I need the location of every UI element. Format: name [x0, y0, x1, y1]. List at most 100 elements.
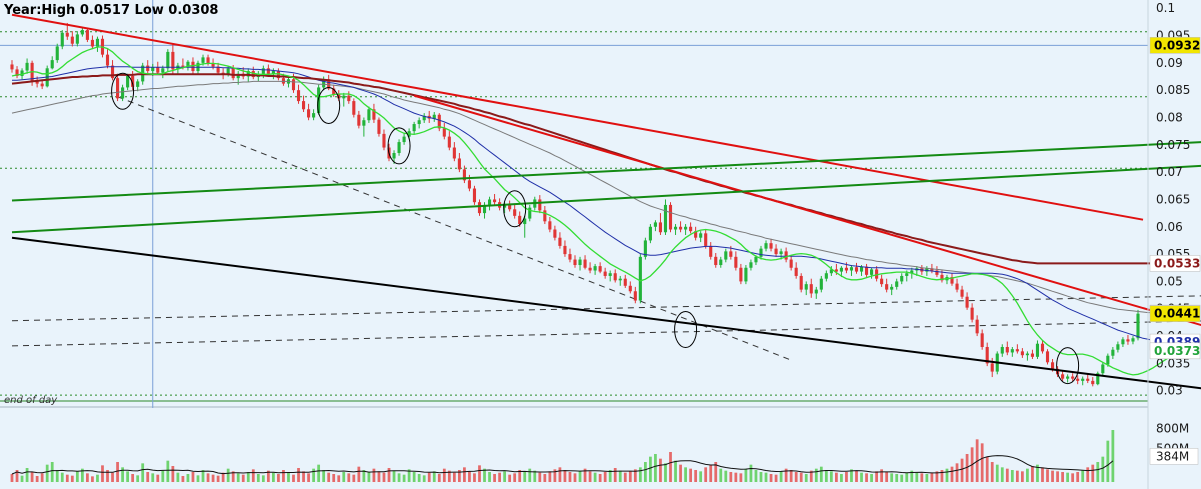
volume-bar	[608, 470, 612, 482]
candle-body	[784, 251, 788, 260]
candle-body	[518, 215, 522, 225]
candle-body	[462, 169, 466, 181]
volume-bar	[367, 472, 371, 482]
volume-bar	[55, 470, 59, 482]
candle-body	[1015, 349, 1019, 352]
candle-body	[885, 284, 889, 290]
candle-body	[739, 267, 743, 282]
circle-annotation	[111, 72, 135, 110]
candle-body	[301, 101, 306, 110]
volume-bar	[493, 474, 496, 482]
ma-fast-line	[11, 46, 1179, 376]
candle-body	[955, 283, 959, 290]
candle-body	[367, 109, 371, 121]
candle-body	[1131, 338, 1135, 342]
candle-body	[402, 136, 406, 143]
volume-bar	[553, 469, 557, 482]
volume-bar	[458, 470, 461, 482]
volume-panel[interactable]	[0, 408, 1148, 489]
candle-body	[493, 199, 497, 203]
candle-body	[121, 87, 125, 99]
volume-bar	[583, 468, 587, 482]
candle-body	[849, 267, 854, 271]
volume-bar	[940, 470, 944, 482]
candle-body	[322, 79, 326, 88]
volume-bar	[191, 472, 195, 482]
candle-body	[809, 284, 813, 294]
candle-body	[110, 65, 115, 79]
volume-bar	[704, 467, 708, 482]
volume-bar	[1091, 464, 1095, 482]
support-green-upper-line	[11, 141, 1201, 202]
candle-body	[1101, 364, 1105, 374]
candle-body	[965, 296, 969, 308]
candle-body	[131, 75, 135, 87]
candle-body	[1091, 380, 1095, 385]
candle-body	[1005, 346, 1009, 353]
candle-body	[839, 267, 843, 272]
candle-body	[689, 226, 693, 232]
candle-body	[709, 245, 713, 257]
candle-body	[573, 259, 577, 266]
volume-bar	[543, 474, 547, 482]
volume-bar	[442, 468, 446, 482]
price-badge-label: 0.0441	[1154, 307, 1200, 321]
candle-body	[1061, 374, 1065, 379]
candle-body	[508, 204, 512, 210]
volume-bar	[724, 470, 728, 482]
volume-bar	[779, 471, 783, 482]
volume-bar	[50, 462, 54, 482]
candle-body	[136, 81, 140, 87]
volume-bar	[1041, 467, 1044, 482]
candle-body	[1081, 378, 1085, 381]
volume-bar	[769, 474, 773, 482]
volume-bar	[397, 473, 401, 482]
volume-bar	[246, 472, 250, 482]
candle-body	[146, 65, 150, 72]
volume-bar	[568, 472, 572, 482]
candle-body	[472, 188, 477, 203]
candle-body	[990, 363, 994, 372]
volume-bar	[739, 473, 743, 482]
volume-bar	[513, 473, 517, 482]
volume-bar	[824, 470, 828, 482]
volume-bar	[377, 471, 381, 482]
volume-bar	[1071, 473, 1075, 482]
volume-bar	[860, 472, 863, 482]
candle-body	[397, 142, 401, 154]
dashed-trend-line	[11, 295, 1201, 322]
candle-body	[342, 95, 346, 99]
candle-body	[1035, 343, 1040, 357]
candle-body	[970, 307, 974, 320]
volume-bar	[166, 460, 170, 482]
candle-body	[633, 291, 637, 301]
candle-body	[276, 71, 280, 79]
candle-body	[116, 78, 120, 99]
circle-annotation	[317, 86, 341, 124]
volume-bar	[1000, 467, 1004, 482]
volume-bar	[70, 475, 74, 482]
volume-bar	[498, 472, 501, 482]
candle-body	[1025, 353, 1029, 356]
volume-bar	[211, 474, 215, 482]
candle-body	[1066, 376, 1070, 379]
volume-bar	[684, 467, 687, 482]
volume-bar	[870, 474, 873, 482]
volume-bar	[1046, 469, 1049, 482]
volume-bar	[196, 475, 200, 482]
volume-bar	[417, 474, 421, 482]
candle-body	[558, 237, 562, 246]
volume-tick-label: 800M	[1156, 422, 1189, 436]
chart-title: Year:High 0.0517 Low 0.0308	[3, 3, 218, 18]
resistance-red-upper-line	[11, 13, 1144, 221]
candle-body	[769, 243, 773, 249]
candle-body	[980, 333, 984, 347]
volume-bar	[774, 474, 778, 482]
candle-body	[432, 114, 436, 119]
candle-body	[623, 278, 627, 286]
candle-body	[266, 68, 270, 74]
candle-body	[1000, 346, 1004, 354]
candle-body	[749, 262, 753, 268]
